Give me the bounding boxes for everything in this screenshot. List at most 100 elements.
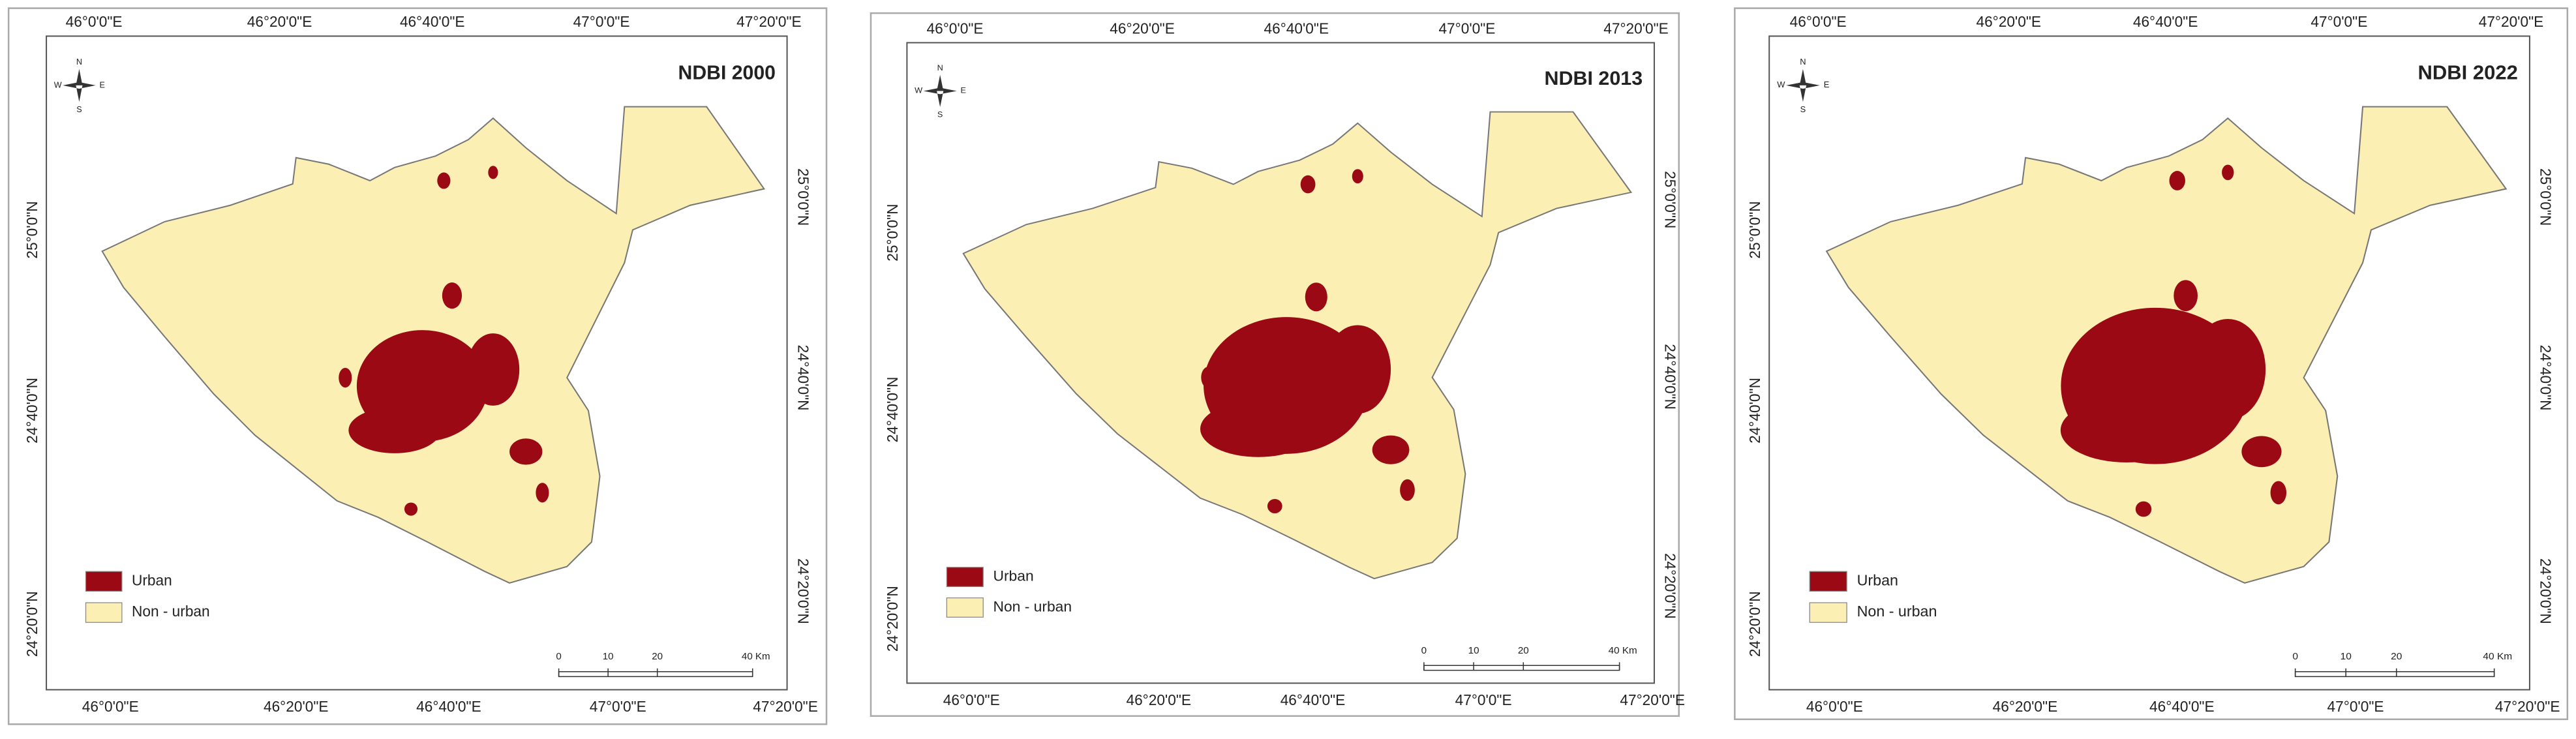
lon-label-top: 47°0'0"E	[1438, 20, 1495, 37]
lon-label-bottom: 46°0'0"E	[943, 691, 1000, 708]
lon-label-top: 47°20'0"E	[2479, 13, 2544, 30]
lon-label-bottom: 47°20'0"E	[1620, 691, 1685, 708]
lat-label-left: 25°0'0"N	[884, 204, 901, 261]
urban-area	[348, 407, 441, 453]
compass	[1786, 68, 1820, 102]
urban-area	[1305, 282, 1327, 312]
scale-label: 20	[1518, 645, 1529, 656]
legend-swatch	[85, 571, 123, 592]
lon-label-top: 46°0'0"E	[1790, 13, 1847, 30]
compass	[63, 68, 96, 102]
lon-label-top: 47°20'0"E	[1603, 20, 1669, 37]
compass-e: E	[1824, 80, 1830, 89]
urban-area	[1352, 169, 1363, 184]
urban-area	[2270, 481, 2287, 505]
legend-swatch	[946, 597, 984, 618]
scale-label: 20	[652, 651, 663, 662]
urban-area	[1267, 498, 1282, 514]
lon-label-bottom: 47°0'0"E	[1455, 691, 1512, 708]
lat-label-right: 24°20'0"N	[1662, 553, 1679, 619]
urban-area	[466, 333, 520, 406]
lon-label-top: 46°40'0"E	[400, 13, 465, 30]
scale-bar	[1423, 665, 1620, 671]
urban-area	[437, 172, 451, 189]
lat-label-right: 24°40'0"N	[2538, 345, 2554, 411]
lon-label-bottom: 46°20'0"E	[1126, 691, 1191, 708]
urban-area	[2060, 398, 2193, 463]
compass-n: N	[1800, 57, 1806, 67]
lat-label-left: 24°40'0"N	[23, 378, 40, 444]
compass-w: W	[1777, 80, 1785, 89]
lon-label-top: 47°0'0"E	[2311, 13, 2367, 30]
legend-swatch	[1809, 602, 1847, 623]
urban-area	[2241, 436, 2282, 468]
map-content: N S W E NDBI 2013 Urban Non - urban 0 10 20 40 Km	[915, 63, 1643, 671]
lon-label-bottom: 47°20'0"E	[753, 698, 818, 715]
lon-label-bottom: 46°0'0"E	[1806, 698, 1863, 715]
legend-label: Urban	[1857, 572, 1898, 589]
lon-label-top: 46°20'0"E	[1110, 20, 1175, 37]
lat-label-left: 24°40'0"N	[884, 377, 901, 443]
compass-s: S	[76, 105, 82, 114]
scale-label: 0	[1421, 645, 1427, 656]
lon-label-top: 46°40'0"E	[2133, 13, 2198, 30]
legend-label: Urban	[993, 568, 1033, 584]
lon-label-bottom: 46°40'0"E	[416, 698, 481, 715]
scale-label: 10	[2341, 651, 2352, 662]
urban-area	[339, 367, 352, 388]
urban-area	[2068, 366, 2084, 389]
map-content: N S W E NDBI 2022 Urban Non - urban 0 10 20 40 Km	[1777, 57, 2518, 678]
panel-title: NDBI 2000	[678, 62, 776, 83]
lon-label-top: 46°0'0"E	[927, 20, 984, 37]
legend-label: Non - urban	[993, 599, 1072, 615]
scale-bar	[2294, 671, 2495, 678]
lat-label-right: 24°40'0"N	[795, 345, 811, 411]
compass-e: E	[961, 86, 966, 95]
urban-area	[1201, 367, 1217, 389]
lon-label-top: 47°0'0"E	[573, 13, 630, 30]
urban-area	[404, 502, 418, 516]
lon-label-bottom: 47°0'0"E	[590, 698, 646, 715]
lon-label-top: 46°40'0"E	[1264, 20, 1329, 37]
legend-swatch	[85, 602, 123, 623]
urban-area	[1324, 325, 1391, 414]
compass-s: S	[1800, 104, 1806, 114]
legend-swatch	[1809, 571, 1847, 592]
map-panel: N S W E NDBI 2013 Urban Non - urban 0 10 20 40 Km 4…	[870, 12, 1685, 717]
compass-e: E	[99, 80, 104, 89]
panel-title: NDBI 2022	[2417, 62, 2517, 84]
lat-label-right: 25°0'0"N	[1662, 171, 1679, 228]
lon-label-bottom: 46°20'0"E	[1993, 698, 2058, 715]
legend-label: Non - urban	[132, 603, 210, 620]
urban-area	[488, 166, 498, 179]
lat-label-left: 24°20'0"N	[23, 591, 40, 657]
lon-label-bottom: 46°40'0"E	[1280, 691, 1346, 708]
lat-label-right: 25°0'0"N	[795, 168, 811, 226]
legend-label: Non - urban	[1857, 603, 1937, 620]
compass-n: N	[76, 57, 82, 67]
scale-label: 40 Km	[1609, 645, 1637, 656]
lat-label-left: 25°0'0"N	[23, 201, 40, 258]
scale-label: 20	[2391, 651, 2402, 662]
lon-label-bottom: 47°20'0"E	[2495, 698, 2560, 715]
lon-label-top: 46°20'0"E	[1976, 13, 2041, 30]
lon-label-bottom: 47°0'0"E	[2327, 698, 2384, 715]
map-panel: N S W E NDBI 2000 Urban Non - urban 0 10 20 40 Km 4…	[7, 7, 828, 725]
compass-n: N	[937, 63, 943, 72]
urban-area	[2135, 501, 2152, 517]
scale-label: 0	[556, 651, 561, 662]
lon-label-bottom: 46°20'0"E	[264, 698, 329, 715]
lon-label-bottom: 46°0'0"E	[82, 698, 139, 715]
compass-w: W	[54, 80, 62, 89]
lat-label-left: 24°20'0"N	[884, 586, 901, 652]
map-content: N S W E NDBI 2000 Urban Non - urban 0 10 20 40 Km	[54, 57, 776, 678]
scale-label: 40 Km	[2483, 651, 2512, 662]
lat-label-right: 24°20'0"N	[2538, 558, 2554, 624]
lat-label-left: 24°40'0"N	[1746, 378, 1763, 444]
urban-area	[2169, 171, 2185, 190]
map-panel: N S W E NDBI 2022 Urban Non - urban 0 10 20 40 Km 4…	[1734, 7, 2569, 721]
legend-label: Urban	[132, 571, 172, 588]
lon-label-bottom: 46°40'0"E	[2149, 698, 2215, 715]
panel-title: NDBI 2013	[1544, 68, 1643, 89]
